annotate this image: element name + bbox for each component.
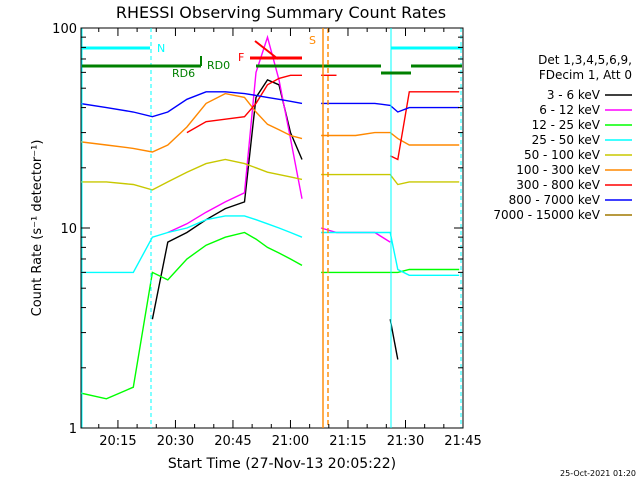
annotation-f: F [238, 51, 244, 64]
x-tick-label: 21:45 [444, 434, 481, 449]
plot-area: N RD0 RD6 F S [81, 28, 462, 428]
flare-marker [254, 40, 279, 60]
annotation-rd0: RD0 [207, 59, 230, 72]
legend-label: 12 - 25 keV [532, 118, 601, 132]
x-tick-label: 20:15 [99, 434, 136, 449]
series-line-1-0 [167, 34, 303, 234]
x-axis-label: Start Time (27-Nov-13 20:05:22) [168, 456, 396, 472]
series-line-7-0 [81, 91, 303, 118]
legend-label: 3 - 6 keV [547, 88, 601, 102]
series-line-1-1 [320, 227, 391, 243]
series-line-3-0 [81, 215, 303, 274]
legend-label: 7000 - 15000 keV [493, 208, 600, 222]
legend-header: FDecim 1, Att 0 [539, 68, 632, 82]
series-line-2-1 [321, 268, 460, 274]
series-line-2-0 [81, 231, 303, 400]
x-tick-label: 21:30 [387, 434, 424, 449]
series-line-5-1 [321, 131, 460, 146]
y-tick-label: 10 [60, 222, 77, 237]
annotation-rd6: RD6 [172, 67, 195, 80]
x-tick-label: 21:00 [272, 434, 309, 449]
legend-label: 100 - 300 keV [516, 163, 600, 177]
chart-title: RHESSI Observing Summary Count Rates [116, 3, 446, 22]
x-tick-label: 20:30 [157, 434, 194, 449]
series-line-4-1 [321, 173, 460, 186]
legend-label: 50 - 100 keV [524, 148, 601, 162]
x-tick-label: 21:15 [329, 434, 366, 449]
series-line-5-0 [81, 92, 303, 153]
axes: 20:15 20:30 20:45 21:00 21:15 21:30 21:45 1 10 10… [52, 22, 482, 449]
series-line-7-1 [321, 102, 460, 113]
series-line-6-2 [389, 91, 460, 161]
legend: Det 1,3,4,5,6,9,FDecim 1, Att 0 3 - 6 keV… [493, 53, 632, 222]
y-tick-label: 100 [52, 22, 77, 37]
legend-label: 300 - 800 keV [516, 178, 600, 192]
legend-label: 800 - 7000 keV [509, 193, 601, 207]
series-line-0-0 [151, 79, 303, 320]
legend-header: Det 1,3,4,5,6,9, [538, 53, 632, 67]
legend-label: 6 - 12 keV [539, 103, 601, 117]
x-tick-label: 20:45 [214, 434, 251, 449]
y-axis-label: Count Rate (s⁻¹ detector⁻¹) [30, 140, 45, 317]
plot-frame [80, 27, 464, 429]
annotation-s: S [309, 34, 316, 47]
annotation-n: N [157, 42, 165, 55]
series-line-3-1 [321, 231, 460, 276]
timestamp: 25-Oct-2021 01:20 [560, 469, 636, 478]
series-line-4-0 [81, 158, 303, 191]
y-tick-label: 1 [69, 422, 77, 437]
legend-label: 25 - 50 keV [532, 133, 601, 147]
series-line-6-0 [186, 74, 302, 134]
